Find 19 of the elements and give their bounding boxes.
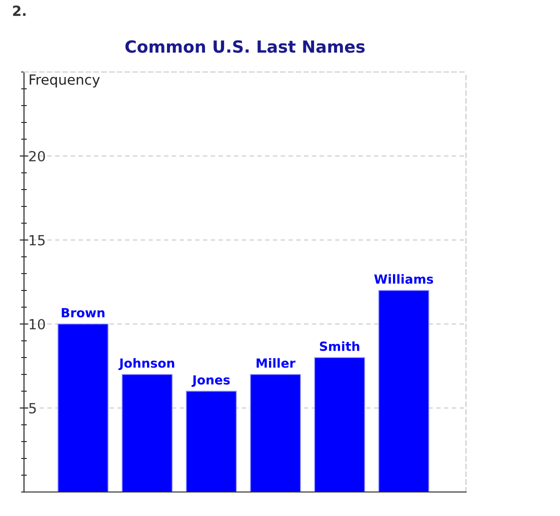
- bar: [122, 374, 173, 492]
- bar: [186, 390, 237, 492]
- x-tick-label: Brown: [62, 308, 104, 318]
- y-axis-title: Frequency: [30, 74, 100, 88]
- y-tick-label: 15: [30, 235, 45, 246]
- bar: [250, 374, 301, 492]
- x-tick-label: Jones: [192, 375, 230, 387]
- x-tick-label: Williams: [374, 274, 434, 284]
- x-tick-label: Johnson: [118, 358, 174, 370]
- bar: [314, 357, 366, 492]
- y-tick-label: 10: [30, 318, 45, 330]
- bar: [58, 324, 108, 492]
- y-tick-label: 20: [29, 150, 45, 162]
- x-tick-label: Miller: [256, 358, 296, 368]
- bar: [378, 290, 430, 492]
- x-tick-label: Smith: [320, 341, 360, 352]
- text: 2.: [13, 6, 26, 16]
- chart-title: Common U.S. Last Names: [125, 40, 365, 53]
- y-tick-label: 5: [29, 403, 36, 414]
